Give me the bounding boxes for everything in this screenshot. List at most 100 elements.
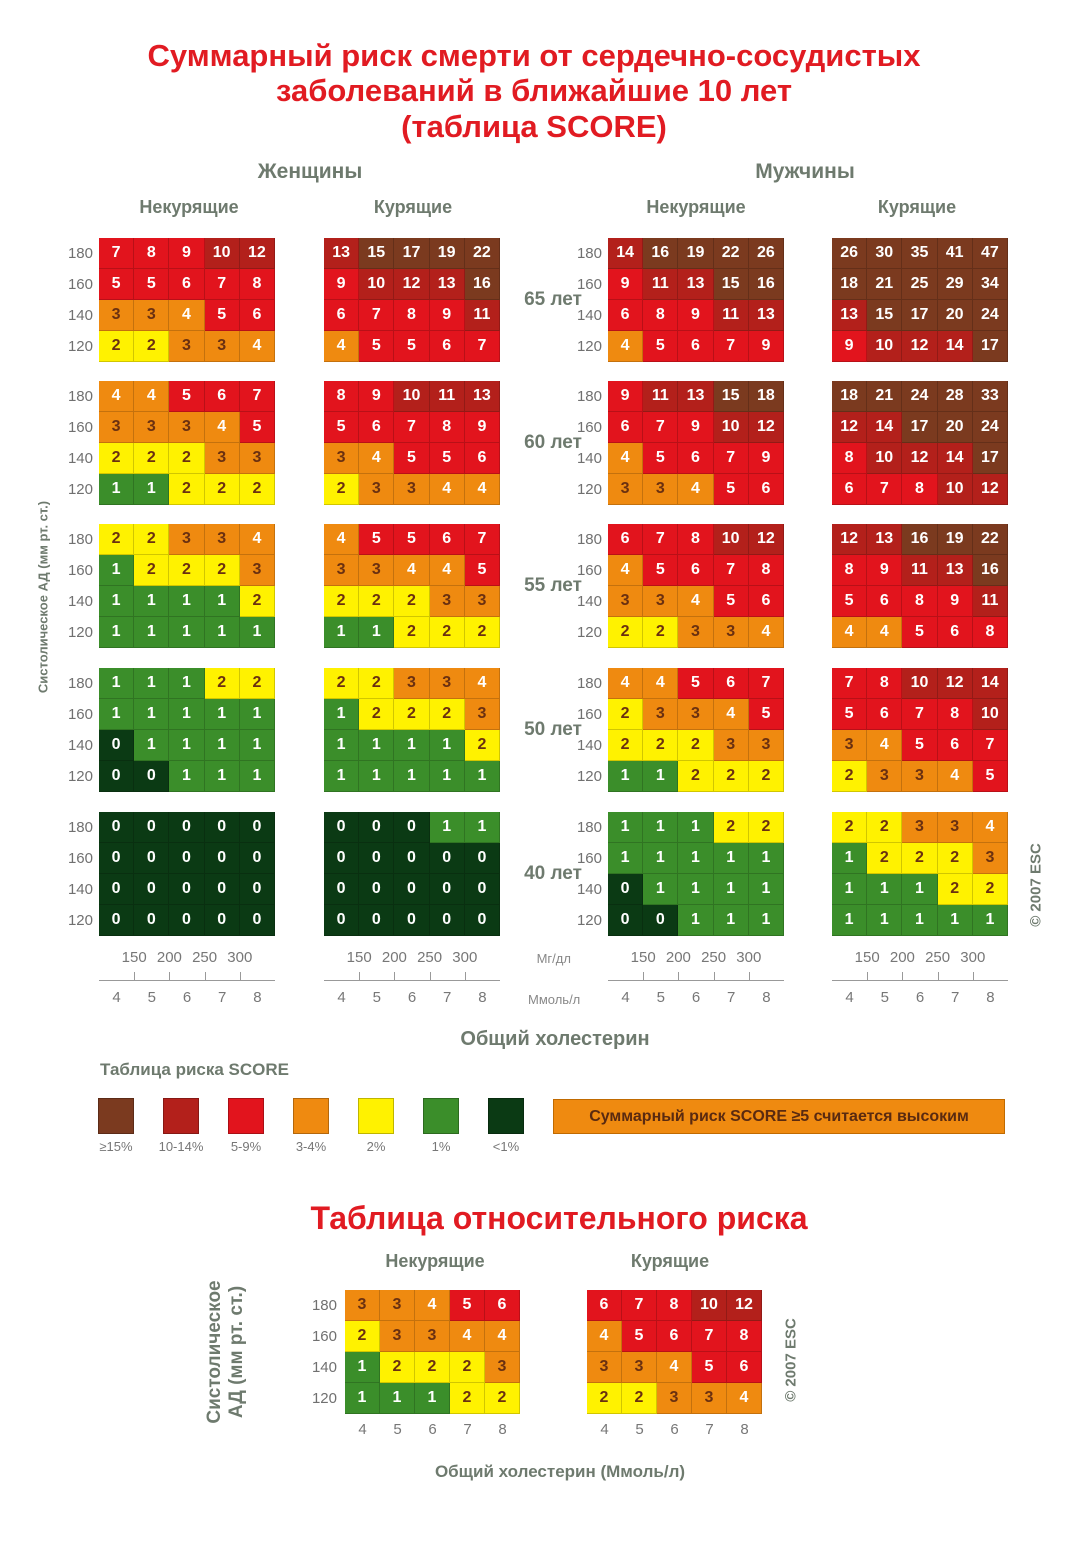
risk-cell: 1 [748, 874, 784, 905]
risk-cell: 2 [394, 586, 430, 617]
title-line-2: заболеваний в ближайшие 10 лет [275, 73, 792, 108]
row-label-120: 120 [576, 337, 602, 355]
risk-cell: 15 [867, 300, 903, 331]
tick-mark [902, 972, 904, 980]
risk-cell: 2 [359, 586, 395, 617]
risk-cell: 1 [608, 761, 644, 792]
risk-cell: 1 [169, 761, 205, 792]
risk-cell: 1 [239, 730, 275, 761]
risk-cell: 13 [324, 238, 360, 269]
risk-cell: 11 [464, 300, 500, 331]
risk-cell: 41 [937, 238, 973, 269]
risk-cell: 13 [678, 269, 714, 300]
risk-cell: 0 [134, 843, 170, 874]
risk-cell: 1 [464, 812, 500, 843]
risk-cell: 9 [748, 331, 784, 362]
risk-cell: 6 [429, 524, 465, 555]
risk-cell: 6 [678, 443, 714, 474]
risk-cell: 4 [204, 412, 240, 443]
risk-cell: 12 [902, 443, 938, 474]
risk-cell: 4 [608, 443, 644, 474]
row-label-160: 160 [576, 849, 602, 867]
risk-cell: 5 [359, 524, 395, 555]
risk-cell: 8 [748, 555, 784, 586]
risk-cell: 2 [902, 843, 938, 874]
risk-cell: 1 [972, 905, 1008, 936]
risk-cell: 3 [380, 1321, 415, 1352]
row-label-180: 180 [67, 244, 93, 262]
risk-cell: 2 [713, 812, 749, 843]
risk-cell: 6 [239, 300, 275, 331]
risk-cell: 0 [134, 905, 170, 936]
risk-cell: 1 [359, 761, 395, 792]
row-label-120: 120 [576, 911, 602, 929]
x-axis-line [99, 980, 275, 981]
risk-cell: 17 [902, 412, 938, 443]
risk-cell: 4 [832, 617, 868, 648]
risk-cell: 0 [359, 874, 395, 905]
row-label-120: 120 [67, 911, 93, 929]
x-axis-line [324, 980, 500, 981]
row-label-120: 120 [311, 1389, 337, 1407]
risk-cell: 10 [713, 412, 749, 443]
risk-cell: 1 [169, 730, 205, 761]
risk-cell: 0 [169, 843, 205, 874]
x-tick-mmol: 8 [986, 989, 995, 1006]
risk-cell: 4 [324, 524, 360, 555]
risk-cell: 1 [937, 905, 973, 936]
legend-swatch [293, 1098, 329, 1134]
age-label: 55 лет [524, 575, 582, 596]
risk-cell: 0 [429, 843, 465, 874]
header-men: Мужчины [755, 160, 855, 183]
risk-cell: 1 [429, 730, 465, 761]
risk-cell: 35 [902, 238, 938, 269]
risk-cell: 3 [587, 1352, 622, 1383]
risk-cell: 9 [937, 586, 973, 617]
row-label-180: 180 [67, 530, 93, 548]
risk-cell: 22 [464, 238, 500, 269]
risk-cell: 2 [99, 524, 135, 555]
risk-cell: 1 [429, 761, 465, 792]
risk-cell: 3 [902, 812, 938, 843]
risk-cell: 1 [359, 730, 395, 761]
risk-cell: 2 [324, 668, 360, 699]
risk-cell: 1 [748, 905, 784, 936]
risk-cell: 6 [324, 300, 360, 331]
row-label-120: 120 [576, 623, 602, 641]
risk-cell: 0 [169, 874, 205, 905]
age-label: 50 лет [524, 719, 582, 740]
risk-cell: 2 [359, 668, 395, 699]
risk-cell: 2 [832, 812, 868, 843]
x-tick-mmol: 6 [407, 989, 417, 1006]
risk-cell: 2 [643, 730, 679, 761]
row-label-160: 160 [311, 1327, 337, 1345]
risk-cell: 7 [972, 730, 1008, 761]
tick-mark [239, 972, 241, 980]
x-tick-mmol: 8 [478, 989, 487, 1006]
risk-cell: 2 [643, 617, 679, 648]
risk-cell: 4 [239, 524, 275, 555]
risk-cell: 2 [359, 699, 395, 730]
legend-label: 2% [366, 1139, 386, 1154]
risk-cell: 11 [429, 381, 465, 412]
risk-cell: 1 [643, 874, 679, 905]
risk-cell: 5 [643, 443, 679, 474]
risk-cell: 6 [359, 412, 395, 443]
risk-cell: 14 [608, 238, 644, 269]
risk-cell: 7 [713, 331, 749, 362]
risk-cell: 1 [134, 730, 170, 761]
risk-cell: 1 [204, 699, 240, 730]
risk-cell: 2 [204, 668, 240, 699]
risk-cell: 4 [429, 555, 465, 586]
risk-cell: 5 [643, 555, 679, 586]
risk-cell: 3 [324, 555, 360, 586]
row-label-140: 140 [67, 880, 93, 898]
risk-cell: 2 [169, 443, 205, 474]
risk-cell: 10 [204, 238, 240, 269]
risk-cell: 8 [657, 1290, 692, 1321]
risk-cell: 6 [429, 331, 465, 362]
risk-cell: 1 [643, 843, 679, 874]
risk-cell: 0 [239, 905, 275, 936]
relative-risk-title: Таблица относительного риска [310, 1200, 808, 1236]
rel-subheader-smokers: Курящие [630, 1251, 710, 1271]
